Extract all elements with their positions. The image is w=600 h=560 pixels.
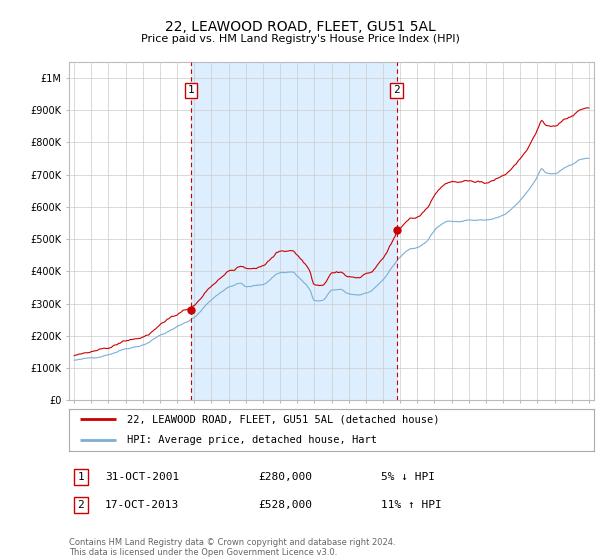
Text: £280,000: £280,000 — [258, 472, 312, 482]
Text: 1: 1 — [77, 472, 85, 482]
Text: Price paid vs. HM Land Registry's House Price Index (HPI): Price paid vs. HM Land Registry's House … — [140, 34, 460, 44]
Text: 17-OCT-2013: 17-OCT-2013 — [105, 500, 179, 510]
Text: 1: 1 — [188, 85, 195, 95]
Text: 2: 2 — [393, 85, 400, 95]
Text: 31-OCT-2001: 31-OCT-2001 — [105, 472, 179, 482]
Text: Contains HM Land Registry data © Crown copyright and database right 2024.
This d: Contains HM Land Registry data © Crown c… — [69, 538, 395, 557]
Text: 2: 2 — [77, 500, 85, 510]
Text: 22, LEAWOOD ROAD, FLEET, GU51 5AL (detached house): 22, LEAWOOD ROAD, FLEET, GU51 5AL (detac… — [127, 414, 439, 424]
Text: 22, LEAWOOD ROAD, FLEET, GU51 5AL: 22, LEAWOOD ROAD, FLEET, GU51 5AL — [164, 20, 436, 34]
Text: 5% ↓ HPI: 5% ↓ HPI — [381, 472, 435, 482]
Text: £528,000: £528,000 — [258, 500, 312, 510]
Bar — [191, 62, 397, 400]
Text: HPI: Average price, detached house, Hart: HPI: Average price, detached house, Hart — [127, 435, 377, 445]
Text: 11% ↑ HPI: 11% ↑ HPI — [381, 500, 442, 510]
